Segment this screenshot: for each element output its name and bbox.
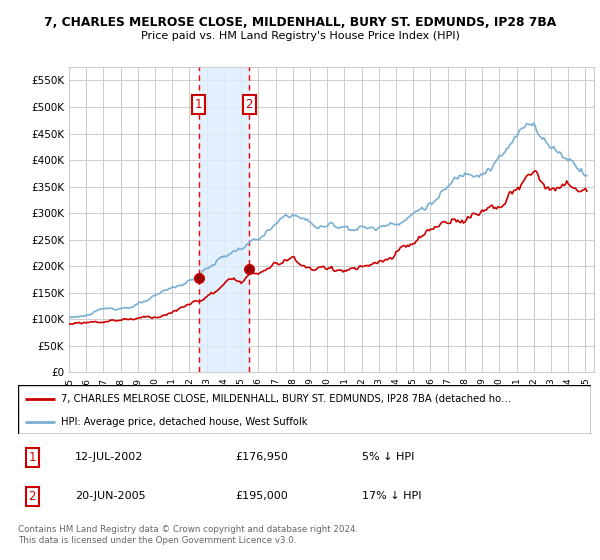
Text: £176,950: £176,950 [236,452,289,463]
Text: 17% ↓ HPI: 17% ↓ HPI [362,492,421,501]
Text: 7, CHARLES MELROSE CLOSE, MILDENHALL, BURY ST. EDMUNDS, IP28 7BA: 7, CHARLES MELROSE CLOSE, MILDENHALL, BU… [44,16,556,29]
Text: £195,000: £195,000 [236,492,289,501]
Text: 7, CHARLES MELROSE CLOSE, MILDENHALL, BURY ST. EDMUNDS, IP28 7BA (detached ho…: 7, CHARLES MELROSE CLOSE, MILDENHALL, BU… [61,394,511,404]
Text: 2: 2 [245,98,253,111]
Text: 1: 1 [29,451,36,464]
Text: HPI: Average price, detached house, West Suffolk: HPI: Average price, detached house, West… [61,417,307,427]
Text: 2: 2 [29,490,36,503]
Text: Contains HM Land Registry data © Crown copyright and database right 2024.
This d: Contains HM Land Registry data © Crown c… [18,525,358,545]
Text: 1: 1 [195,98,202,111]
Bar [199,67,249,372]
Text: 20-JUN-2005: 20-JUN-2005 [76,492,146,501]
Text: 12-JUL-2002: 12-JUL-2002 [76,452,143,463]
Text: Price paid vs. HM Land Registry's House Price Index (HPI): Price paid vs. HM Land Registry's House … [140,31,460,41]
Text: 5% ↓ HPI: 5% ↓ HPI [362,452,414,463]
